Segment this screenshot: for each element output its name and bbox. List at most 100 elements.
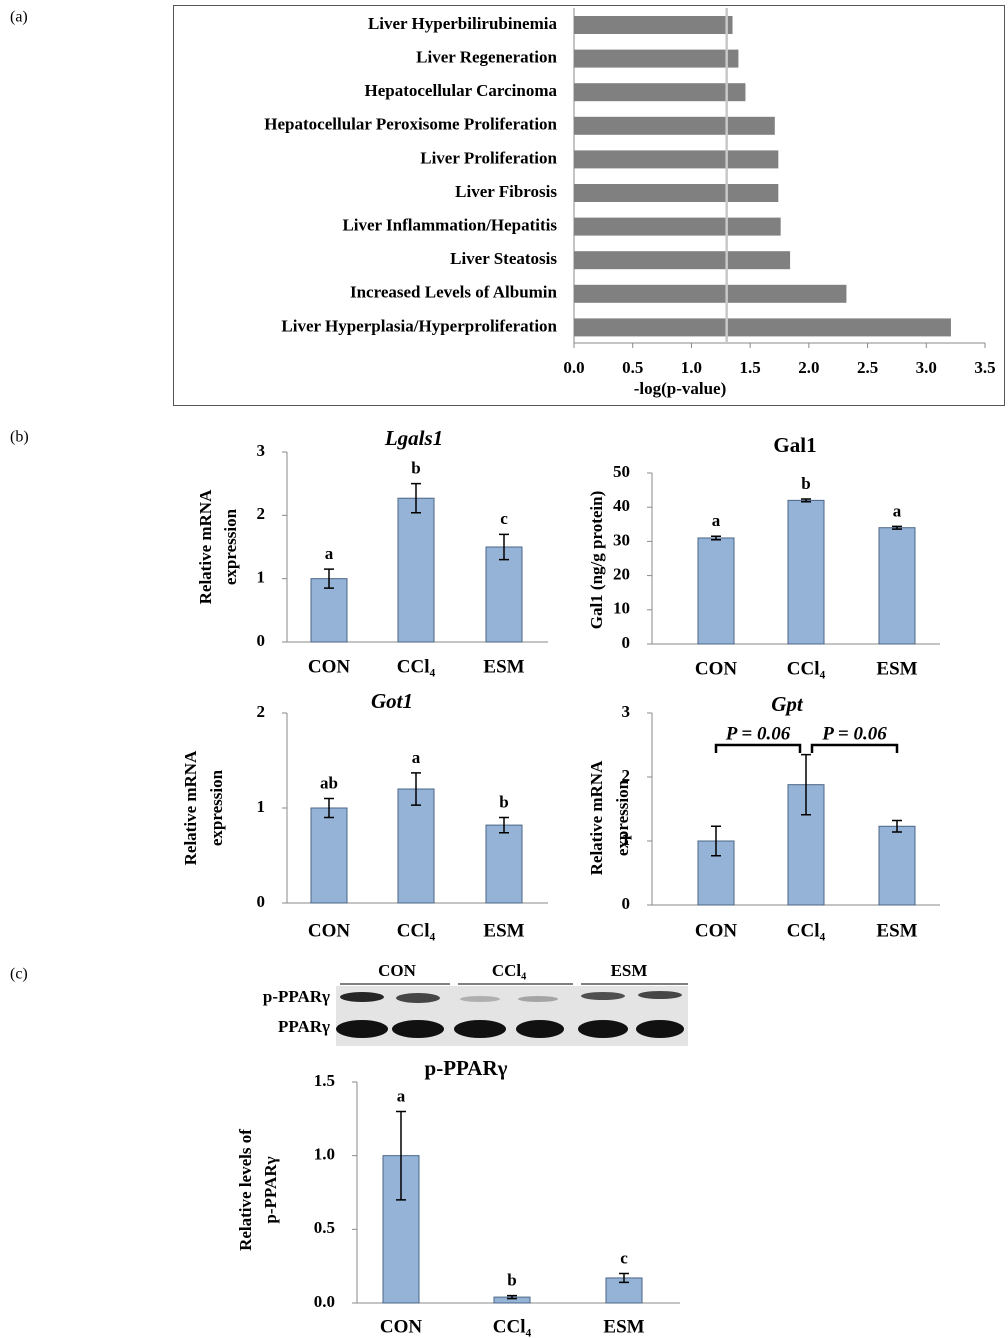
y-tick-label: 1.0 <box>314 1145 335 1164</box>
bar <box>574 117 775 135</box>
y-axis-label: Relative mRNA <box>181 750 200 865</box>
bar <box>879 826 915 905</box>
blot-row: PPARγ <box>278 1017 330 1036</box>
y-tick-label: 3 <box>622 702 631 721</box>
y-tick-label: 0 <box>257 631 266 650</box>
y-tick-label: 0 <box>622 894 631 913</box>
bar <box>311 808 347 903</box>
significance-letter: c <box>500 509 508 528</box>
y-axis-label: Gal1 (ng/g protein) <box>587 491 606 630</box>
significance-letter: a <box>712 511 721 530</box>
blot-group: ESM <box>611 961 648 980</box>
bar <box>398 789 434 903</box>
y-tick-label: 50 <box>613 462 630 481</box>
x-tick-label: CCl₄ <box>493 1316 532 1337</box>
category-label: Liver Steatosis <box>450 249 557 268</box>
significance-letter: a <box>397 1086 406 1105</box>
x-tick-label: CCl₄ <box>397 920 436 941</box>
y-axis-label: expression <box>221 508 240 585</box>
x-tick-label: ESM <box>483 920 524 941</box>
x-tick-label: CON <box>695 658 738 679</box>
y-tick-label: 10 <box>613 599 630 618</box>
bar <box>574 318 951 336</box>
bar <box>574 251 790 269</box>
bar <box>574 16 733 34</box>
x-tick-label: CCl₄ <box>397 656 436 677</box>
category-label: Hepatocellular Carcinoma <box>365 81 558 100</box>
x-tick-label: CON <box>308 920 351 941</box>
significance-letter: a <box>412 748 421 767</box>
panel-label: (c) <box>10 966 28 983</box>
bar <box>879 528 915 644</box>
x-tick-label: 1.0 <box>681 358 702 377</box>
bar <box>574 184 778 202</box>
bar <box>574 50 738 68</box>
x-tick-label: 1.5 <box>740 358 761 377</box>
category-label: Liver Inflammation/Hepatitis <box>342 216 557 235</box>
category-label: Liver Hyperbilirubinemia <box>368 14 558 33</box>
chart-title: Got1 <box>371 689 413 713</box>
bar <box>486 825 522 903</box>
bar <box>574 285 846 303</box>
y-axis-label: p-PPARγ <box>261 1156 280 1223</box>
bar <box>698 538 734 644</box>
y-tick-label: 0 <box>257 892 266 911</box>
y-tick-label: 0 <box>622 633 631 652</box>
annotation: P = 0.06 <box>725 723 791 744</box>
blot-membrane <box>336 986 688 1046</box>
x-tick-label: 0.0 <box>563 358 584 377</box>
bar <box>574 150 778 168</box>
x-tick-label: CCl₄ <box>787 658 826 679</box>
bar <box>486 547 522 642</box>
chart-title: Gal1 <box>773 433 816 457</box>
x-tick-label: ESM <box>876 658 917 679</box>
y-tick-label: 20 <box>613 565 630 584</box>
significance-letter: b <box>411 459 420 478</box>
bar <box>788 500 824 644</box>
x-tick-label: ESM <box>603 1316 644 1337</box>
blot-row: p-PPARγ <box>263 987 330 1006</box>
chart-title: Gpt <box>771 692 804 716</box>
category-label: Liver Fibrosis <box>455 182 557 201</box>
category-label: Hepatocellular Peroxisome Proliferation <box>264 115 557 134</box>
chart-title: Lgals1 <box>384 426 443 450</box>
y-axis-label: Relative levels of <box>236 1129 255 1251</box>
x-tick-label: CON <box>695 920 738 941</box>
significance-letter: b <box>507 1271 516 1290</box>
significance-letter: b <box>801 474 810 493</box>
y-tick-label: 1 <box>257 797 266 816</box>
bar <box>398 498 434 642</box>
significance-letter: b <box>499 792 508 811</box>
y-tick-label: 2 <box>257 504 266 523</box>
panel-label: (a) <box>10 9 28 26</box>
x-tick-label: 2.5 <box>857 358 878 377</box>
y-tick-label: 0.0 <box>314 1292 335 1311</box>
y-tick-label: 1.5 <box>314 1071 335 1090</box>
significance-letter: ab <box>320 773 338 792</box>
significance-letter: a <box>893 501 902 520</box>
x-tick-label: ESM <box>876 920 917 941</box>
category-label: Liver Hyperplasia/Hyperproliferation <box>281 316 557 335</box>
y-axis-label: Relative mRNA <box>196 489 215 604</box>
y-tick-label: 30 <box>613 530 630 549</box>
blot: CON CCl₄ ESM p-PPARγ PPARγ <box>263 961 688 1046</box>
bar <box>574 83 745 101</box>
panel-label: (b) <box>10 429 29 446</box>
y-axis-label: Relative mRNA <box>587 760 606 875</box>
y-tick-label: 1 <box>257 568 266 587</box>
y-tick-label: 0.5 <box>314 1218 335 1237</box>
category-label: Liver Regeneration <box>416 48 557 67</box>
significance-bracket <box>812 745 897 753</box>
figure: (a) (b) (c) CON CCl₄ ESM p-PPARγ PPARγ 0… <box>0 0 1008 1338</box>
y-tick-label: 40 <box>613 496 630 515</box>
blot-group: CON <box>378 961 417 980</box>
x-tick-label: 0.5 <box>622 358 643 377</box>
x-tick-label: CON <box>308 656 351 677</box>
y-axis-label: expression <box>613 779 632 856</box>
x-axis-label: -log(p-value) <box>634 379 727 398</box>
chart-title: p-PPARγ <box>425 1056 508 1080</box>
significance-bracket <box>716 745 800 753</box>
x-tick-label: 2.0 <box>798 358 819 377</box>
y-axis-label: expression <box>207 769 226 846</box>
y-tick-label: 2 <box>257 702 266 721</box>
